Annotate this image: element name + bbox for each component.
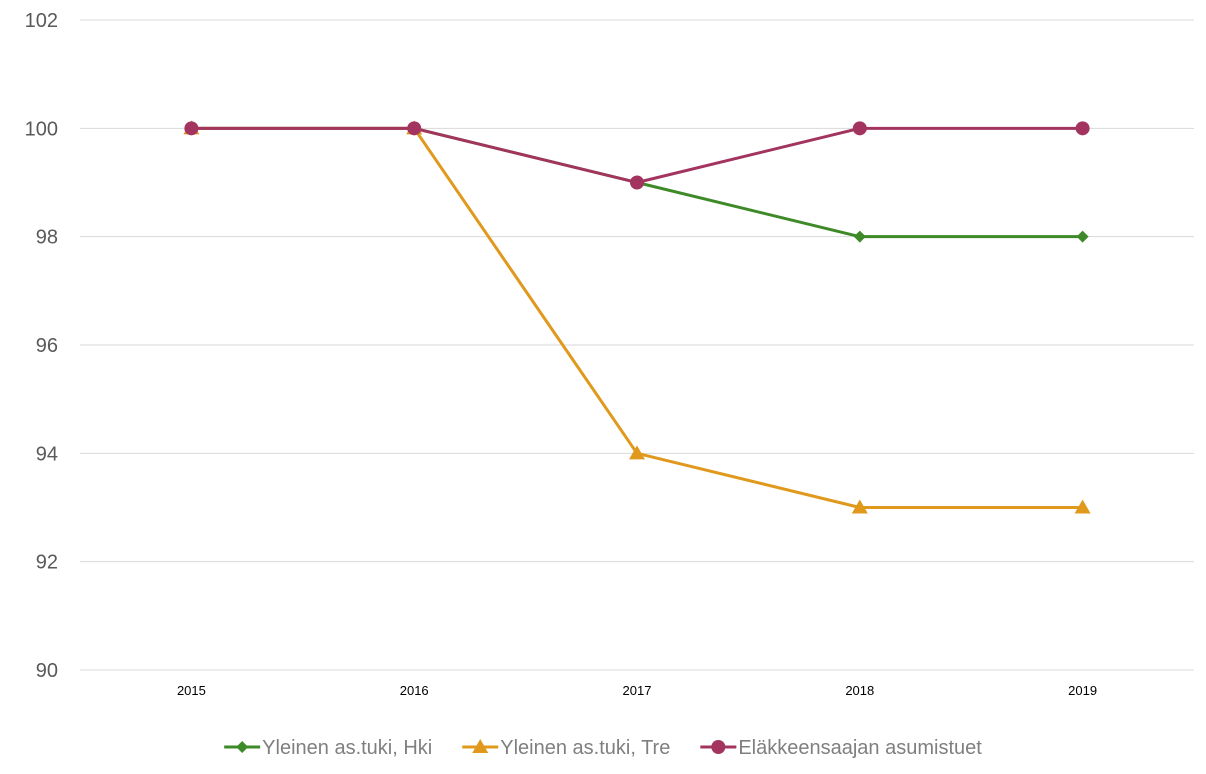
x-tick-label: 2018 (845, 683, 874, 698)
data-point-triangle (1074, 499, 1091, 514)
x-tick-label: 2016 (400, 683, 429, 698)
data-point-circle (1075, 121, 1090, 136)
legend-label: Yleinen as.tuki, Tre (500, 737, 670, 759)
data-point-circle (630, 175, 644, 190)
legend-item: Yleinen as.tuki, Tre (462, 737, 670, 759)
series-lines (183, 120, 1091, 514)
data-point-triangle (629, 445, 645, 460)
legend-marker-diamond (236, 741, 249, 753)
data-point-diamond (853, 230, 866, 243)
y-axis-tick-labels: 90 92 94 96 98 100 102 (25, 10, 58, 682)
series-line (189, 126, 1085, 184)
legend: Yleinen as.tuki, Hki Yleinen as.tuki, Tre… (224, 737, 982, 759)
legend-label: Eläkkeensaajan asumistuet (738, 737, 982, 759)
series-el-kkeensaajan-asumistuet (184, 121, 1090, 190)
legend-item: Eläkkeensaajan asumistuet (700, 737, 982, 759)
y-tick-label: 90 (36, 660, 58, 682)
legend-marker-triangle (472, 739, 489, 753)
y-tick-label: 98 (36, 227, 58, 249)
data-point-circle (852, 121, 867, 136)
y-tick-label: 94 (36, 443, 58, 465)
x-tick-label: 2017 (623, 683, 652, 698)
x-tick-label: 2015 (177, 683, 206, 698)
x-axis-tick-labels: 2015 2016 2017 2018 2019 (177, 683, 1097, 698)
legend-marker-circle (711, 740, 726, 754)
data-point-circle (407, 121, 422, 136)
data-point-triangle (851, 499, 868, 514)
gridlines (80, 19, 1194, 671)
x-tick-label: 2019 (1068, 683, 1097, 698)
y-tick-label: 92 (36, 552, 58, 574)
y-tick-label: 100 (25, 118, 58, 140)
data-point-circle (184, 121, 199, 136)
legend-label: Yleinen as.tuki, Hki (262, 737, 432, 759)
legend-item: Yleinen as.tuki, Hki (224, 737, 432, 759)
y-tick-label: 96 (36, 335, 58, 357)
data-point-diamond (1076, 230, 1089, 243)
y-tick-label: 102 (25, 10, 58, 32)
